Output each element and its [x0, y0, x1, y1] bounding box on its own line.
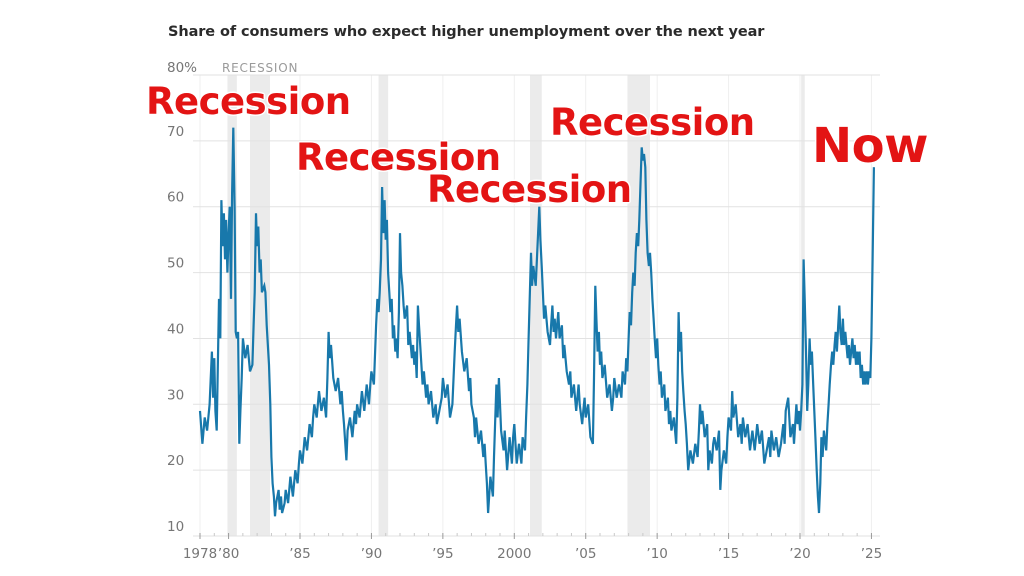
- unemployment-expectations-line: [198, 127, 875, 517]
- annotation-recession-2008: Recession: [550, 101, 755, 144]
- x-tick-label: ’20: [789, 546, 810, 562]
- x-tick-label: ’85: [289, 546, 310, 562]
- annotation-recession-1990: Recession: [296, 136, 501, 179]
- recession-band: [378, 75, 389, 536]
- recession-band: [227, 75, 237, 536]
- recession-caption: RECESSION: [222, 61, 298, 75]
- chart-title: Share of consumers who expect higher une…: [168, 24, 765, 40]
- y-tick-label: 20: [167, 453, 184, 469]
- recession-band: [627, 75, 651, 536]
- x-tick-label: 2000: [497, 546, 531, 562]
- x-tick-label: ’90: [361, 546, 382, 562]
- y-tick-label: 70: [167, 124, 184, 140]
- x-tick-label: ’25: [861, 546, 882, 562]
- x-tick-label: ’10: [646, 546, 667, 562]
- y-tick-label: 60: [167, 190, 184, 206]
- y-tick-label: 10: [167, 519, 184, 535]
- annotation-recession-2001: Recession: [427, 168, 632, 211]
- y-axis-top-label: 80%: [167, 60, 197, 76]
- annotation-recession-1980: Recession: [146, 80, 351, 123]
- recession-band: [250, 75, 271, 536]
- x-tick-label: ’95: [432, 546, 453, 562]
- y-tick-label: 40: [167, 321, 184, 337]
- x-tick-label: ’15: [718, 546, 739, 562]
- x-tick-label: ’80: [218, 546, 239, 562]
- y-tick-label: 30: [167, 387, 184, 403]
- x-tick-label: ’05: [575, 546, 596, 562]
- annotation-now: Now: [812, 118, 929, 174]
- y-tick-label: 50: [167, 256, 184, 272]
- x-tick-label: 1978: [183, 546, 217, 562]
- recession-band: [530, 75, 542, 536]
